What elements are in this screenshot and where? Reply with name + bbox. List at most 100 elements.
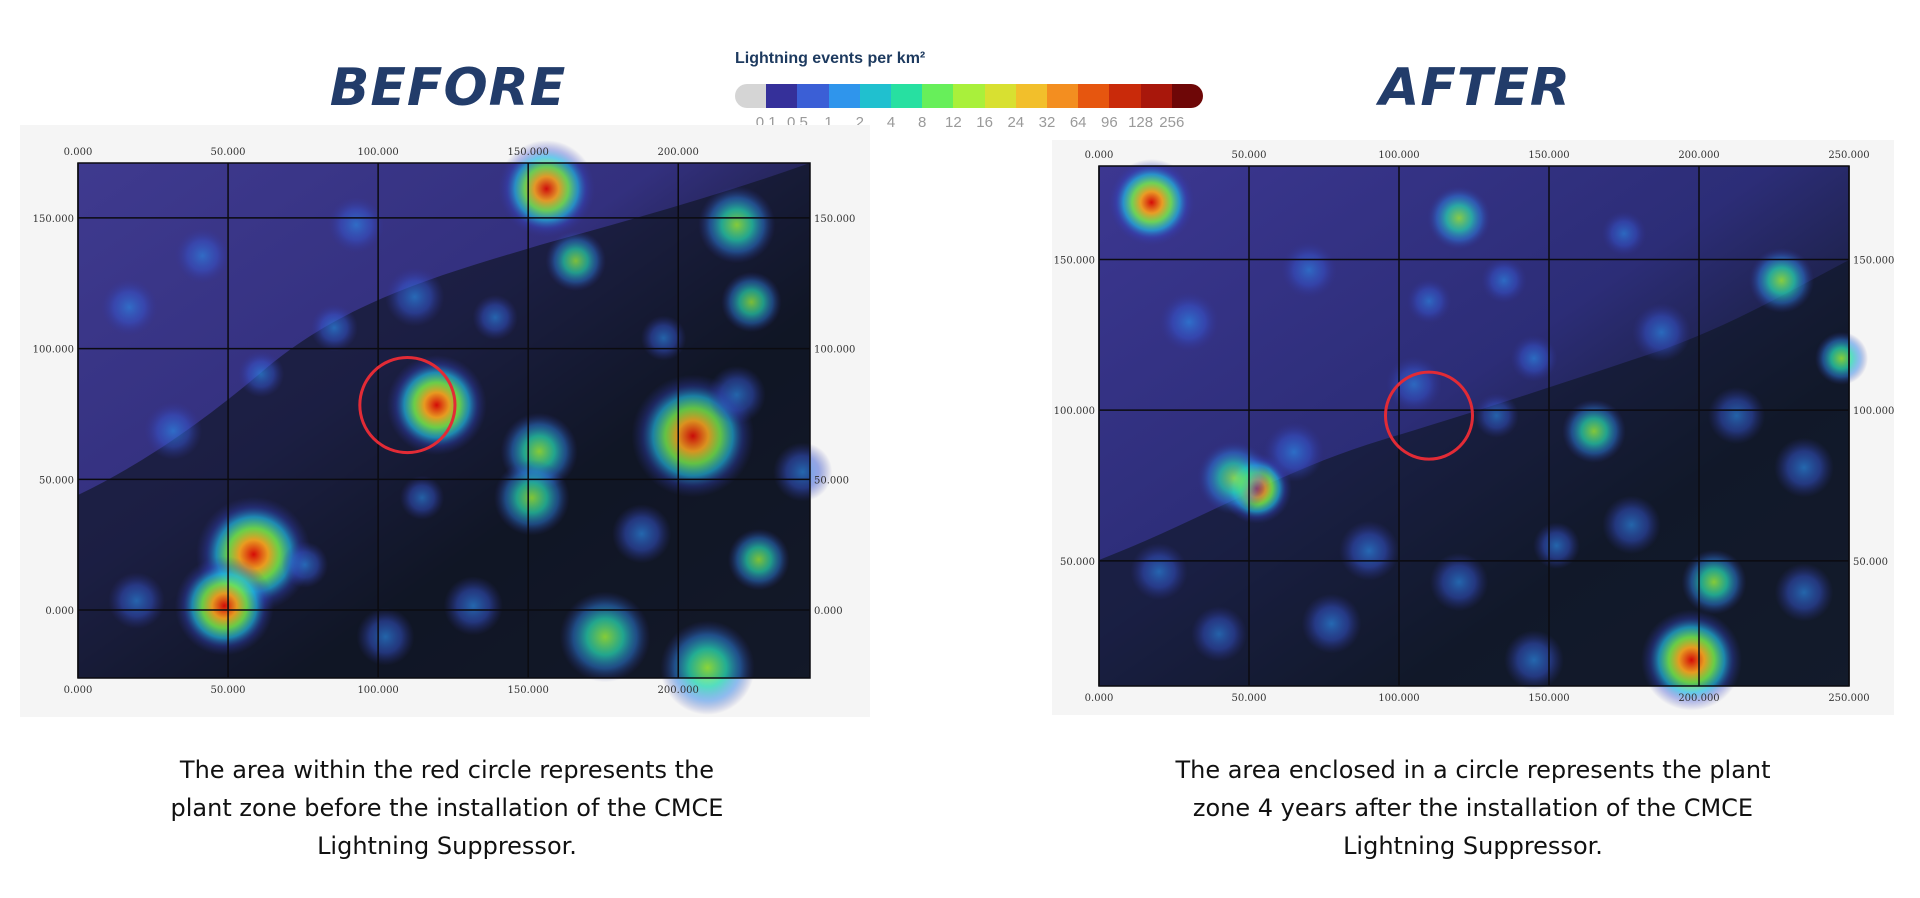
after-caption-line: The area enclosed in a circle represents…: [1175, 756, 1771, 784]
y-tick-label-left: 100.000: [1054, 406, 1095, 417]
y-tick-label-right: 50.000: [814, 475, 849, 486]
heat-hotspot: [1159, 292, 1219, 352]
x-tick-label-bottom: 100.000: [357, 685, 398, 696]
x-tick-label-top: 100.000: [357, 147, 398, 158]
legend-tick-label: 12: [945, 114, 962, 131]
after-plant-zone-circle: [1384, 370, 1474, 461]
after-land-shadow: [1099, 260, 1849, 686]
heat-hotspot: [386, 354, 487, 456]
heat-hotspot: [660, 620, 755, 715]
x-tick-label-bottom: 50.000: [1232, 693, 1267, 704]
legend-swatch: [1047, 84, 1079, 108]
x-tick-label-bottom: 100.000: [1378, 693, 1419, 704]
y-tick-label-right: 100.000: [814, 345, 855, 356]
after-caption-line: Lightning Suppressor.: [1343, 832, 1603, 860]
heat-hotspot: [100, 278, 158, 336]
heat-hotspot: [1281, 242, 1337, 298]
legend-swatch: [953, 84, 985, 108]
before-caption-line: The area within the red circle represent…: [179, 756, 715, 784]
legend-tick-label: 24: [1007, 114, 1025, 131]
heat-hotspot: [144, 401, 203, 460]
legend-tick-label: 2: [855, 114, 864, 131]
heat-hotspot: [1707, 387, 1766, 445]
x-tick-label-bottom: 200.000: [1678, 693, 1719, 704]
heat-hotspot: [640, 315, 687, 361]
x-tick-label-top: 0.000: [1085, 150, 1114, 161]
x-tick-label-bottom: 50.000: [211, 685, 246, 696]
before-caption: The area within the red circle represent…: [127, 751, 767, 865]
legend-tick-label: 128: [1128, 114, 1154, 131]
legend-tick-label: 256: [1159, 114, 1185, 131]
x-tick-label-top: 150.000: [1528, 150, 1569, 161]
legend-tick-label: 4: [886, 114, 896, 131]
heat-hotspot: [1191, 606, 1247, 662]
y-tick-label-right: 50.000: [1853, 557, 1888, 568]
before-heat-hotspots: [100, 140, 833, 715]
heat-hotspot: [1602, 495, 1661, 555]
legend-swatch: [1015, 84, 1048, 108]
x-tick-label-top: 200.000: [658, 147, 699, 158]
heat-hotspot: [1774, 563, 1834, 622]
heat-hotspot: [698, 186, 776, 264]
after-caption: The area enclosed in a circle represents…: [1153, 751, 1793, 865]
heat-hotspot: [174, 556, 274, 656]
x-tick-label-bottom: 150.000: [508, 685, 549, 696]
plot-frame: [1098, 165, 1850, 687]
x-tick-label-top: 100.000: [1378, 150, 1419, 161]
heat-hotspot: [1681, 549, 1747, 615]
y-tick-label-left: 100.000: [33, 345, 74, 356]
heat-hotspot: [545, 230, 607, 292]
x-tick-label-top: 150.000: [508, 147, 549, 158]
legend-swatch: [828, 84, 860, 108]
after-map-grid: [1098, 165, 1850, 687]
legend-swatch: [766, 84, 798, 108]
heat-hotspot: [727, 528, 790, 591]
y-tick-label-right: 0.000: [814, 606, 843, 617]
x-tick-label-top: 50.000: [1232, 150, 1267, 161]
heat-hotspot: [559, 591, 651, 683]
heat-hotspot: [1264, 422, 1324, 482]
legend-tick-label: 8: [918, 114, 927, 131]
heat-hotspot: [612, 504, 672, 564]
heat-hotspot: [1108, 159, 1195, 246]
legend-swatch: [984, 84, 1016, 108]
heat-hotspot: [1474, 393, 1519, 438]
after-caption-line: zone 4 years after the installation of t…: [1192, 794, 1754, 822]
legend-swatch: [735, 84, 767, 108]
heat-hotspot: [237, 350, 285, 398]
heat-hotspot: [1533, 522, 1580, 569]
legend-tick-label: 64: [1069, 114, 1087, 131]
legend-tick-label: 32: [1038, 114, 1056, 131]
plot-frame: [77, 162, 811, 679]
heat-hotspot: [327, 196, 385, 254]
x-tick-label-bottom: 0.000: [64, 685, 93, 696]
legend-swatch: [1171, 84, 1203, 108]
lightning-legend: Lightning events per km² 0.1 0.5 1 2 4 8 12 16 2…: [735, 50, 1205, 140]
heat-hotspot: [1814, 331, 1869, 385]
legend-swatch: [797, 84, 829, 108]
heat-hotspot: [385, 267, 445, 327]
y-tick-label-left: 50.000: [1060, 557, 1095, 568]
heat-hotspot: [310, 304, 358, 352]
x-tick-label-bottom: 150.000: [1528, 693, 1569, 704]
heat-hotspot: [108, 572, 165, 630]
legend-color-scale: [735, 84, 1203, 108]
before-plant-zone-circle: [358, 355, 457, 455]
x-tick-label-bottom: 0.000: [1085, 693, 1114, 704]
legend-tick-label: 96: [1101, 114, 1118, 131]
heat-hotspot: [1301, 593, 1362, 654]
after-heat-hotspots: [1108, 159, 1869, 711]
before-map-grid: [77, 162, 811, 679]
legend-tick-label: 1: [824, 114, 833, 131]
y-tick-label-left: 50.000: [39, 475, 74, 486]
heat-hotspot: [1749, 247, 1814, 313]
x-tick-label-top: 250.000: [1828, 150, 1869, 161]
heat-hotspot: [1481, 257, 1527, 304]
heat-hotspot: [1429, 552, 1489, 612]
before-heading: BEFORE: [329, 58, 567, 118]
heat-hotspot: [707, 365, 766, 424]
heat-hotspot: [1601, 211, 1647, 256]
x-tick-label-top: 200.000: [1678, 150, 1719, 161]
heat-hotspot: [493, 459, 570, 536]
legend-swatch: [1078, 84, 1110, 108]
